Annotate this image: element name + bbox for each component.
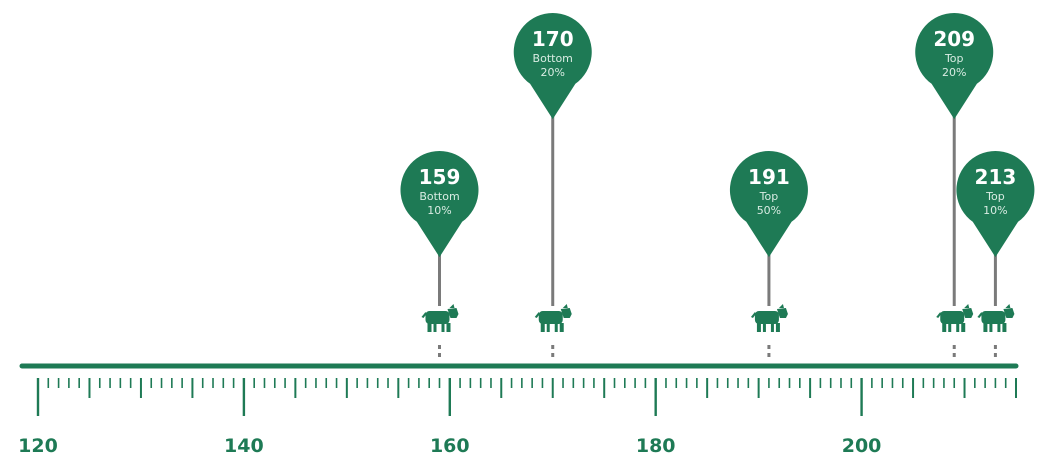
map-pin-icon bbox=[729, 151, 808, 258]
x-tick-label: 160 bbox=[430, 435, 470, 457]
cow-icon bbox=[750, 304, 788, 332]
pin-position: Top bbox=[759, 190, 779, 203]
map-pin-icon bbox=[400, 151, 479, 258]
pins: 159Bottom10%170Bottom20%191Top50%209Top2… bbox=[400, 12, 1035, 258]
pin-value: 213 bbox=[975, 165, 1017, 189]
cow-icon bbox=[421, 304, 459, 332]
pin-position: Bottom bbox=[419, 190, 459, 203]
x-tick-label: 200 bbox=[842, 435, 882, 457]
x-tick-label: 140 bbox=[224, 435, 264, 457]
x-tick-label: 180 bbox=[636, 435, 676, 457]
markers bbox=[421, 115, 1015, 359]
timeline-axis: 120 140 160 180 200 bbox=[18, 363, 1019, 457]
pin-percent: 10% bbox=[983, 204, 1007, 217]
pin-position: Top bbox=[985, 190, 1005, 203]
pin-percent: 10% bbox=[427, 204, 451, 217]
pin-percent: 50% bbox=[757, 204, 781, 217]
pin-value: 170 bbox=[532, 27, 574, 51]
pin-position: Bottom bbox=[533, 52, 573, 65]
x-tick-label: 120 bbox=[18, 435, 58, 457]
cow-icon bbox=[977, 304, 1015, 332]
pin-value: 159 bbox=[419, 165, 461, 189]
cow-icon bbox=[936, 304, 974, 332]
pin-value: 191 bbox=[748, 165, 790, 189]
pin-percent: 20% bbox=[541, 66, 565, 79]
pin-percent: 20% bbox=[942, 66, 966, 79]
cow-icon bbox=[534, 304, 572, 332]
pin-position: Top bbox=[944, 52, 964, 65]
map-pin-icon bbox=[513, 12, 592, 120]
map-pin-icon bbox=[956, 151, 1035, 258]
pin-value: 209 bbox=[933, 27, 975, 51]
map-pin-icon bbox=[915, 12, 994, 120]
